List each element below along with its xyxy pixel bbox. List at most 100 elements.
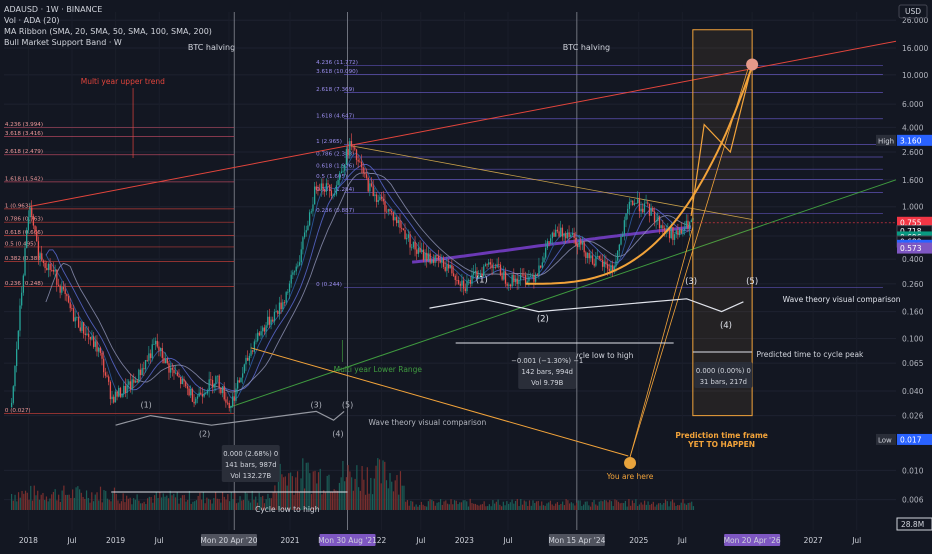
volume-bar [424,506,426,510]
x-tick-label: Mon 30 Aug '21 [318,536,377,545]
volume-bar [490,506,492,510]
candle-body [106,375,108,377]
volume-bar [230,491,232,510]
candle-body [563,233,565,237]
candle-body [682,230,684,234]
candle-body [416,249,418,254]
candle-body [339,173,341,180]
candle-body [620,236,622,245]
candle-body [153,344,155,345]
candle-body [484,264,487,267]
candle-body [300,249,302,263]
volume-bar [363,479,365,510]
candle-body [303,232,306,238]
volume-bar [518,506,520,510]
candle-body [409,234,411,248]
price-tag-value: 0.573 [900,244,922,253]
candle-body [382,198,384,202]
candle-body [327,183,329,185]
candle-body [161,348,163,358]
volume-bar [387,488,389,510]
you-are-here-label: You are here [606,472,654,481]
candle-body [312,204,314,212]
candle-body [375,194,378,203]
candle-body [61,287,63,293]
volume-bar [687,502,689,510]
volume-bar [654,506,656,510]
candle-body [372,186,374,196]
wave-label: (1) [476,276,488,286]
volume-bar [373,478,375,510]
y-tick-label: 26.000 [902,16,928,25]
volume-bar [600,500,602,510]
volume-tag [896,517,932,531]
candle-body [638,199,641,212]
candle-body [193,401,195,404]
volume-bar [497,499,499,510]
volume-bar [535,501,538,510]
volume-bar [483,501,485,510]
volume-bar [26,492,28,510]
volume-bar [340,477,342,510]
volume-bar [642,504,644,510]
candle-body [349,141,351,156]
volume-bar [300,478,302,510]
candle-body [139,369,142,376]
volume-bar [298,491,300,510]
fib-level-label: 3.618 (3.416) [5,131,43,137]
volume-bar [213,498,215,510]
candle-body [253,341,256,352]
candle-body [96,341,98,352]
candle-body [213,383,215,388]
candle-body [262,327,264,332]
lower-range-line [228,179,897,408]
candle-body [220,387,222,394]
candle-body [640,208,642,212]
volume-bar [221,492,224,510]
volume-bar [523,500,525,510]
candle-body [392,212,394,221]
volume-bar [234,493,236,510]
candle-body [481,273,483,277]
candle-body [148,353,150,361]
volume-bar [492,500,494,510]
candle-body [422,249,425,260]
volume-bar [572,503,574,510]
volume-bar [305,462,307,510]
chart-legend: ADAUSD · 1W · BINANCE Vol · ADA (20) MA … [4,4,212,48]
candle-body [655,220,657,222]
legend-vol[interactable]: Vol · ADA (20) [4,16,60,25]
volume-bar [146,498,149,510]
candle-body [377,200,379,203]
volume-bar [678,505,681,510]
volume-bar [335,490,337,510]
candle-body [580,240,582,245]
candle-body [509,284,512,287]
legend-symbol[interactable]: ADAUSD · 1W · BINANCE [4,5,103,14]
volume-bar [24,490,27,510]
legend-bull-band[interactable]: Bull Market Support Band · W [4,38,122,47]
candle-body [298,262,301,266]
candle-body [248,355,251,361]
volume-bar [539,505,541,510]
wave-comparison-label: Wave theory visual comparison [368,418,486,427]
volume-bar [485,506,487,510]
measure-2020-text: 141 bars, 987d [225,461,277,469]
legend-ma-ribbon[interactable]: MA Ribbon (SMA, 20, SMA, 50, SMA, 100, S… [4,27,212,36]
volume-bar [28,499,30,510]
candle-body [404,230,406,240]
candle-body [506,283,508,286]
candle-body [37,241,40,260]
candle-body [124,385,127,393]
candle-body [36,231,38,242]
candle-body [44,262,46,269]
candle-body [503,271,505,280]
volume-bar [469,498,471,510]
candle-body [426,252,428,261]
candle-body [74,317,76,322]
volume-bar [415,504,417,510]
x-axis: 2018 Jul 2019 Jul Mon 20 Apr '20 2021 Mon 30 A… [0,530,932,550]
candle-body [211,379,214,388]
volume-bar [445,500,447,510]
